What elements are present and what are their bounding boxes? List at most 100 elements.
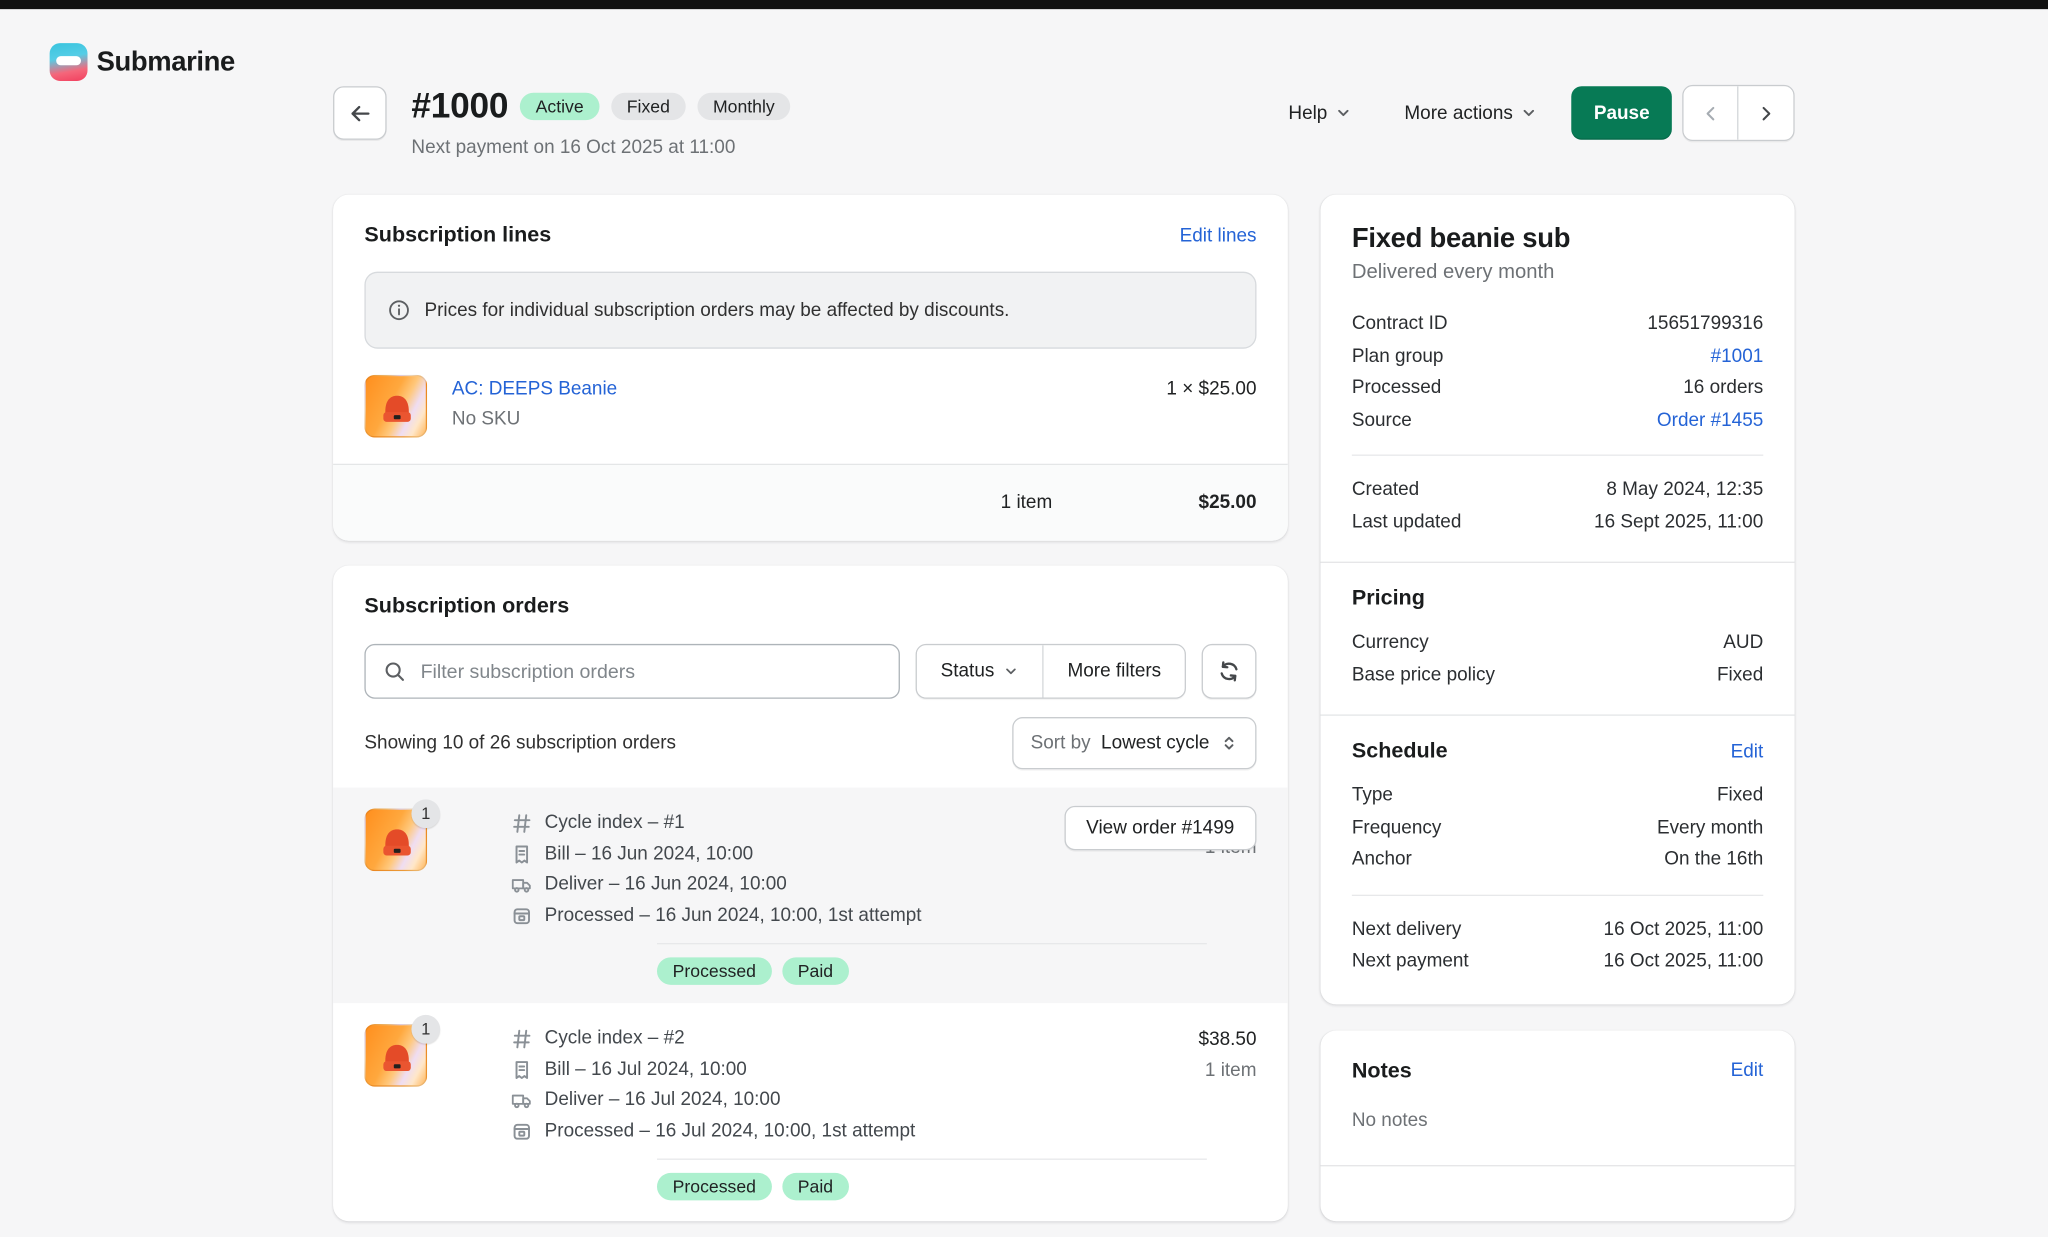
orders-meta-row: Showing 10 of 26 subscription orders Sor… bbox=[364, 717, 1257, 770]
sort-arrows-icon bbox=[1220, 734, 1238, 752]
product-thumbnail bbox=[364, 374, 428, 438]
order-item-count-badge: 1 bbox=[411, 1014, 441, 1044]
chevron-down-icon bbox=[1521, 104, 1538, 121]
edit-schedule-link[interactable]: Edit bbox=[1730, 741, 1764, 763]
arrow-left-icon bbox=[347, 100, 373, 126]
receipt-icon bbox=[511, 843, 533, 865]
order-status-badge: Processed bbox=[656, 957, 772, 985]
truck-icon bbox=[511, 1090, 533, 1112]
chevron-left-icon bbox=[1701, 104, 1719, 122]
summary-total: $25.00 bbox=[1198, 492, 1257, 514]
schedule-frequency-value: Every month bbox=[1656, 816, 1764, 838]
sort-button[interactable]: Sort by Lowest cycle bbox=[1012, 717, 1257, 770]
orders-list: 1 Cycle index – #1 bbox=[333, 787, 1288, 1219]
calendar-icon bbox=[511, 905, 533, 927]
status-badge-fixed: Fixed bbox=[611, 92, 686, 121]
app-name: Submarine bbox=[96, 46, 236, 77]
detail-row-source: Source Order #1455 bbox=[1352, 404, 1763, 436]
view-order-button[interactable]: View order #1499 bbox=[1063, 805, 1257, 851]
help-dropdown[interactable]: Help bbox=[1288, 103, 1352, 123]
notes-title: Notes bbox=[1351, 1058, 1412, 1083]
section-divider bbox=[1320, 1164, 1795, 1166]
subscription-orders-card: Subscription orders Status bbox=[333, 565, 1288, 1222]
order-processed-text: Processed – 16 Jul 2024, 10:00, 1st atte… bbox=[544, 1119, 916, 1141]
order-bill-text: Bill – 16 Jul 2024, 10:00 bbox=[544, 1058, 747, 1080]
order-bill-text: Bill – 16 Jun 2024, 10:00 bbox=[544, 843, 754, 864]
source-order-link[interactable]: Order #1455 bbox=[1656, 409, 1764, 431]
orders-filter-row: Status More filters bbox=[364, 643, 1257, 699]
currency-value: AUD bbox=[1723, 632, 1764, 654]
product-link[interactable]: AC: DEEPS Beanie bbox=[451, 378, 618, 400]
detail-row-created: Created 8 May 2024, 12:35 bbox=[1352, 474, 1763, 506]
status-badge-active: Active bbox=[519, 92, 600, 121]
prev-page-button[interactable] bbox=[1683, 86, 1739, 140]
plan-group-link[interactable]: #1001 bbox=[1710, 345, 1764, 367]
order-row-divider bbox=[656, 1158, 1207, 1160]
divider bbox=[1351, 454, 1764, 456]
filter-buttons-group: Status More filters bbox=[915, 643, 1186, 699]
schedule-type-value: Fixed bbox=[1716, 784, 1764, 806]
edit-notes-link[interactable]: Edit bbox=[1730, 1060, 1764, 1082]
processed-orders-value: 16 orders bbox=[1683, 377, 1764, 399]
last-updated-value: 16 Sept 2025, 11:00 bbox=[1594, 511, 1764, 533]
sidebar-column: Fixed beanie sub Delivered every month C… bbox=[1320, 194, 1795, 1221]
subscription-lines-card: Subscription lines Edit lines Prices for… bbox=[333, 194, 1288, 541]
receipt-icon bbox=[511, 1059, 533, 1081]
lines-summary-row: 1 item $25.00 bbox=[333, 463, 1288, 541]
title-block: #1000 Active Fixed Monthly Next payment … bbox=[411, 86, 791, 158]
order-deliver-text: Deliver – 16 Jul 2024, 10:00 bbox=[544, 1089, 781, 1111]
orders-search-box bbox=[364, 643, 901, 699]
more-filters-button[interactable]: More filters bbox=[1043, 645, 1185, 698]
section-divider bbox=[1320, 714, 1795, 716]
order-thumbnail: 1 bbox=[364, 1014, 441, 1087]
more-actions-dropdown[interactable]: More actions bbox=[1404, 103, 1538, 123]
next-page-button[interactable] bbox=[1738, 86, 1794, 140]
subscription-summary-card: Fixed beanie sub Delivered every month C… bbox=[1320, 194, 1795, 1004]
order-row-cycle-1[interactable]: 1 Cycle index – #1 bbox=[333, 787, 1288, 1004]
browser-top-strip bbox=[0, 0, 2048, 10]
refresh-orders-button[interactable] bbox=[1201, 643, 1257, 699]
notes-card: Notes Edit No notes bbox=[1320, 1029, 1795, 1221]
pricing-section-title: Pricing bbox=[1351, 586, 1425, 610]
orders-filter-input[interactable] bbox=[417, 658, 899, 684]
schedule-row-anchor: Anchor On the 16th bbox=[1352, 844, 1763, 876]
pagination bbox=[1682, 84, 1795, 142]
divider bbox=[1351, 894, 1764, 896]
pause-button[interactable]: Pause bbox=[1571, 86, 1672, 140]
order-price: $38.50 bbox=[1198, 1029, 1257, 1051]
schedule-anchor-value: On the 16th bbox=[1664, 848, 1764, 870]
detail-row-plan-group: Plan group #1001 bbox=[1352, 340, 1763, 372]
base-price-policy-value: Fixed bbox=[1716, 664, 1764, 686]
main-column: Subscription lines Edit lines Prices for… bbox=[333, 194, 1288, 1222]
section-divider bbox=[1320, 561, 1795, 563]
product-sku: No SKU bbox=[451, 408, 521, 430]
order-item-count: 1 item bbox=[1204, 1060, 1257, 1082]
subscription-orders-title: Subscription orders bbox=[364, 594, 570, 618]
order-item-count-badge: 1 bbox=[411, 799, 441, 829]
order-row-cycle-2[interactable]: 1 Cycle index – #2 bbox=[333, 1003, 1288, 1219]
pricing-row-base-price-policy: Base price policy Fixed bbox=[1352, 659, 1763, 691]
schedule-section-title: Schedule bbox=[1351, 739, 1448, 763]
schedule-row-type: Type Fixed bbox=[1352, 780, 1763, 812]
order-deliver-text: Deliver – 16 Jun 2024, 10:00 bbox=[544, 873, 787, 895]
pricing-row-currency: Currency AUD bbox=[1352, 627, 1763, 659]
next-payment-value: 16 Oct 2025, 11:00 bbox=[1603, 950, 1764, 972]
back-button[interactable] bbox=[333, 86, 387, 140]
submarine-logo-icon bbox=[49, 43, 88, 81]
subscription-lines-title: Subscription lines bbox=[364, 223, 552, 247]
line-item-row: AC: DEEPS Beanie No SKU 1 × $25.00 bbox=[333, 349, 1288, 464]
page-title: #1000 bbox=[411, 86, 509, 126]
schedule-row-next-payment: Next payment 16 Oct 2025, 11:00 bbox=[1352, 946, 1763, 978]
summary-item-count: 1 item bbox=[1000, 492, 1053, 514]
plan-subtitle: Delivered every month bbox=[1351, 261, 1555, 284]
edit-lines-link[interactable]: Edit lines bbox=[1179, 225, 1257, 247]
order-payment-badge: Paid bbox=[782, 957, 849, 985]
order-status-badge: Processed bbox=[656, 1172, 772, 1201]
hash-icon bbox=[511, 1028, 533, 1050]
status-filter-button[interactable]: Status bbox=[917, 645, 1044, 698]
sync-icon bbox=[1217, 660, 1241, 684]
discounts-info-banner: Prices for individual subscription order… bbox=[364, 271, 1257, 349]
order-payment-badge: Paid bbox=[782, 1172, 849, 1201]
search-icon bbox=[383, 660, 407, 684]
chevron-right-icon bbox=[1757, 104, 1775, 122]
